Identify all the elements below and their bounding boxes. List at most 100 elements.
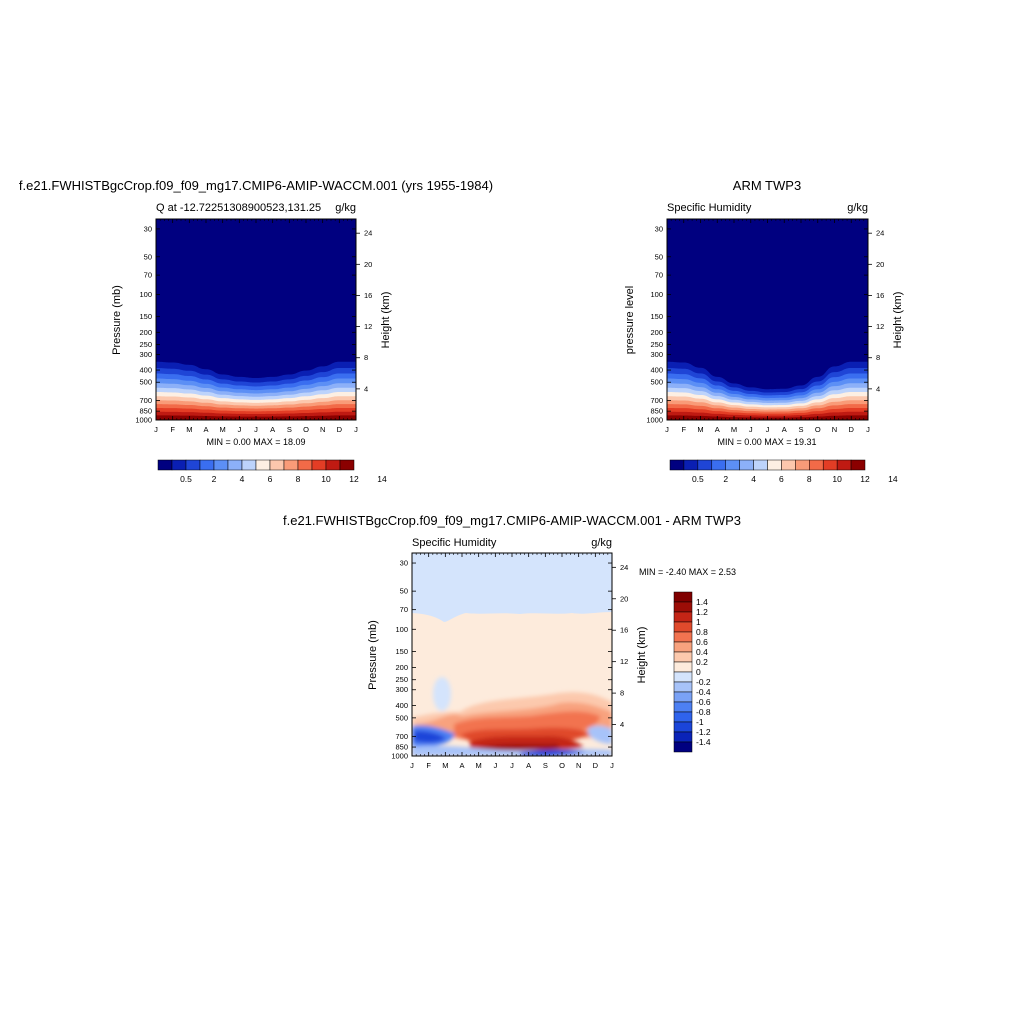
colorbar-box — [199, 459, 215, 471]
colorbar-box — [767, 459, 782, 471]
colorbar-box — [836, 459, 852, 471]
colorbar-label: -1 — [696, 717, 704, 727]
x-tick-label: D — [337, 425, 343, 434]
y-tick-label: 500 — [650, 378, 663, 387]
y-tick-label: 300 — [395, 685, 408, 694]
height-tick-label: 16 — [364, 291, 372, 300]
colorbar-box — [669, 459, 685, 471]
x-tick-label: O — [815, 425, 821, 434]
colorbar-label: -0.2 — [696, 677, 711, 687]
colorbar-box — [241, 459, 257, 471]
colorbar-box — [269, 459, 285, 471]
colorbar-box — [725, 459, 740, 471]
colorbar-box — [297, 459, 313, 471]
colorbar-label: 10 — [832, 474, 842, 484]
colorbar-label: 14 — [888, 474, 898, 484]
colorbar-box — [683, 459, 699, 471]
colorbar-label: 10 — [321, 474, 331, 484]
colorbar-box — [673, 691, 693, 703]
x-tick-label: O — [559, 761, 565, 770]
colorbar-box — [157, 459, 173, 471]
panel-diff-colorbar: 1.41.210.80.60.40.20-0.2-0.4-0.6-0.8-1-1… — [673, 591, 711, 753]
colorbar-label: 0.5 — [180, 474, 192, 484]
panel-diff-title: f.e21.FWHISTBgcCrop.f09_f09_mg17.CMIP6-A… — [283, 513, 741, 528]
colorbar-label: 6 — [779, 474, 784, 484]
panel-obs-ylabel-right: Height (km) — [892, 292, 904, 349]
colorbar-box — [753, 459, 768, 471]
panel-diff-units: g/kg — [591, 537, 612, 549]
y-tick-label: 850 — [395, 743, 408, 752]
x-tick-label: J — [154, 425, 158, 434]
panel-obs: ARM TWP3 Specific Humidity g/kg 30 50 70 10… — [624, 178, 904, 484]
panel-obs-right-ticks: 4 8 12 16 20 24 — [868, 229, 884, 393]
colorbar-box — [673, 701, 693, 713]
colorbar-label: 1.2 — [696, 607, 708, 617]
colorbar-box — [673, 661, 693, 673]
colorbar-label: 14 — [377, 474, 387, 484]
colorbar-box — [673, 731, 693, 743]
y-tick-label: 100 — [650, 290, 663, 299]
y-tick-label: 150 — [395, 647, 408, 656]
x-tick-label: D — [849, 425, 855, 434]
x-tick-label: J — [410, 761, 414, 770]
colorbar-label: 2 — [212, 474, 217, 484]
height-tick-label: 16 — [876, 291, 884, 300]
colorbar-box — [673, 741, 693, 753]
colorbar-box — [795, 459, 810, 471]
height-tick-label: 4 — [620, 720, 624, 729]
colorbar-box — [227, 459, 243, 471]
panel-obs-stats: MIN = 0.00 MAX = 19.31 — [717, 437, 816, 447]
colorbar-box — [711, 459, 726, 471]
colorbar-label: 0 — [696, 667, 701, 677]
y-tick-label: 400 — [650, 366, 663, 375]
colorbar-box — [325, 459, 341, 471]
height-tick-label: 12 — [620, 657, 628, 666]
colorbar-label: 0.2 — [696, 657, 708, 667]
y-tick-label: 850 — [650, 407, 663, 416]
panel-model-ylabel-right: Height (km) — [380, 292, 392, 349]
x-tick-label: M — [697, 425, 703, 434]
panel-model-title: f.e21.FWHISTBgcCrop.f09_f09_mg17.CMIP6-A… — [19, 178, 493, 193]
height-tick-label: 24 — [620, 563, 628, 572]
colorbar-box — [739, 459, 754, 471]
colorbar-box — [673, 601, 693, 613]
colorbar-label: 6 — [268, 474, 273, 484]
y-tick-label: 250 — [139, 340, 152, 349]
colorbar-box — [673, 671, 693, 683]
height-tick-label: 8 — [876, 353, 880, 362]
x-tick-label: M — [731, 425, 737, 434]
y-tick-label: 100 — [395, 625, 408, 634]
x-tick-label: J — [866, 425, 870, 434]
colorbar-label: 8 — [807, 474, 812, 484]
y-tick-label: 400 — [395, 701, 408, 710]
panel-diff-right-ticks: 4 8 12 16 20 24 — [612, 563, 628, 729]
height-tick-label: 24 — [876, 229, 884, 238]
colorbar-box — [673, 681, 693, 693]
colorbar-box — [781, 459, 796, 471]
x-tick-label: M — [186, 425, 192, 434]
colorbar-box — [673, 611, 693, 623]
y-tick-label: 700 — [139, 396, 152, 405]
x-tick-label: S — [543, 761, 548, 770]
y-tick-label: 850 — [139, 407, 152, 416]
x-tick-label: F — [681, 425, 686, 434]
panel-obs-field — [667, 219, 868, 420]
colorbar-box — [673, 721, 693, 733]
y-tick-label: 50 — [400, 587, 408, 596]
x-tick-label: J — [493, 761, 497, 770]
colorbar-label: 0.8 — [696, 627, 708, 637]
y-tick-label: 150 — [139, 312, 152, 321]
x-tick-label: J — [237, 425, 241, 434]
panel-diff-field — [412, 553, 612, 756]
colorbar-box — [673, 631, 693, 643]
x-tick-label: M — [442, 761, 448, 770]
panel-diff-left-string: Specific Humidity — [412, 537, 497, 549]
x-tick-label: D — [593, 761, 599, 770]
panel-model: f.e21.FWHISTBgcCrop.f09_f09_mg17.CMIP6-A… — [19, 178, 493, 484]
x-tick-label: F — [426, 761, 431, 770]
y-tick-label: 250 — [650, 340, 663, 349]
height-tick-label: 12 — [364, 322, 372, 331]
y-tick-label: 100 — [139, 290, 152, 299]
